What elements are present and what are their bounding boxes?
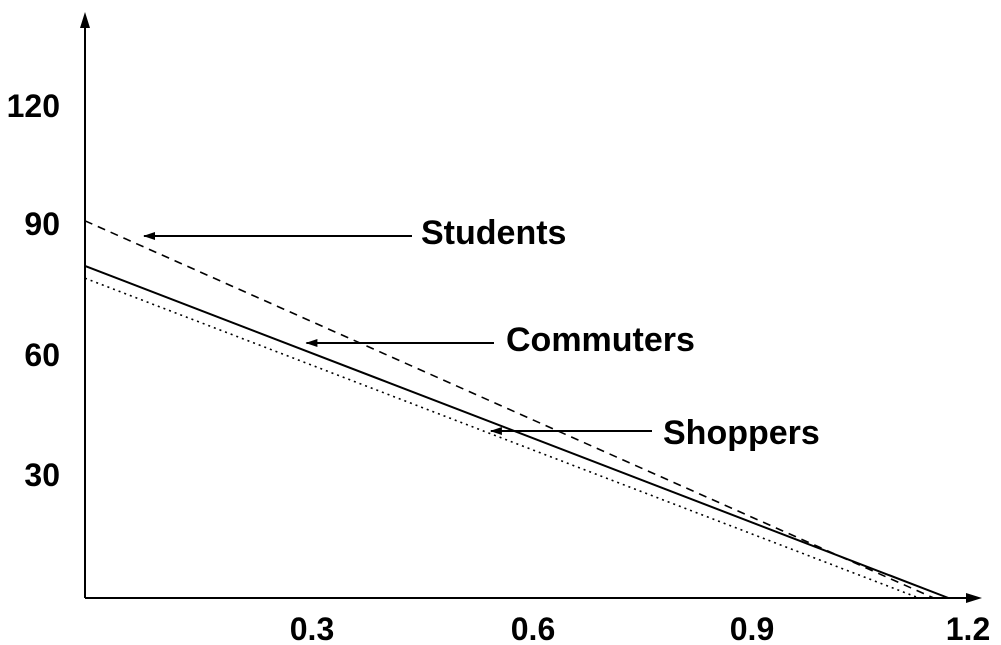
series-label-commuters: Commuters <box>506 321 695 359</box>
x-tick-label-0-9: 0.9 <box>730 611 774 645</box>
x-tick-label-0-3: 0.3 <box>290 611 334 645</box>
x-tick-label-0-6: 0.6 <box>511 611 555 645</box>
y-tick-label-120: 120 <box>7 88 60 124</box>
y-axis-arrow-icon <box>80 12 90 28</box>
y-tick-label-30: 30 <box>24 457 60 493</box>
x-tick-label-1-2: 1.2 <box>946 611 990 645</box>
y-tick-label-60: 60 <box>24 337 60 373</box>
series-line-students <box>84 220 935 599</box>
series-label-shoppers: Shoppers <box>663 414 820 452</box>
series-line-shoppers <box>84 277 920 599</box>
x-axis-arrow-icon <box>966 593 982 603</box>
y-tick-label-90: 90 <box>24 206 60 242</box>
series-label-students: Students <box>421 214 566 252</box>
